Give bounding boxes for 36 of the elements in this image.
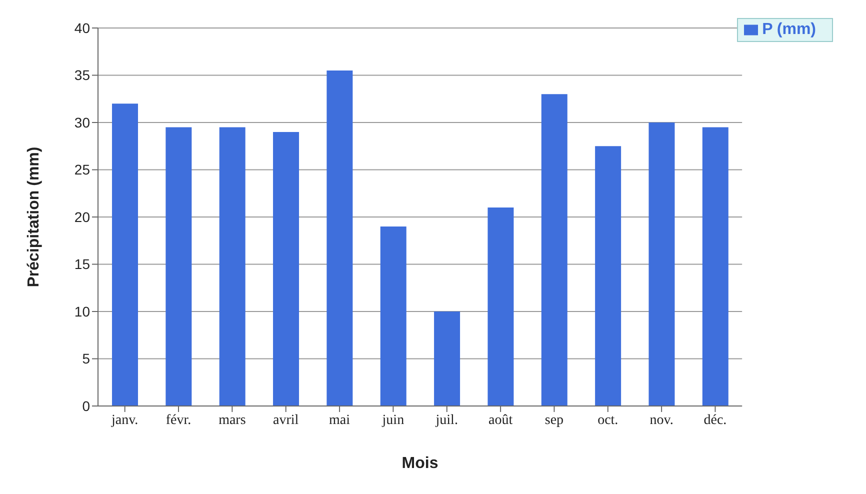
bar bbox=[595, 146, 622, 406]
bar bbox=[702, 127, 728, 406]
bar bbox=[488, 208, 514, 406]
y-tick-label: 10 bbox=[74, 303, 90, 320]
x-tick-label: août bbox=[488, 412, 513, 428]
y-tick-label: 0 bbox=[82, 398, 90, 414]
y-tick-label: 35 bbox=[74, 67, 90, 84]
y-axis-title: Précipitation (mm) bbox=[26, 146, 43, 288]
x-tick-label: nov. bbox=[650, 412, 674, 428]
bar bbox=[112, 104, 138, 406]
x-tick-label: févr. bbox=[166, 412, 192, 428]
legend-label: P (mm) bbox=[762, 21, 816, 38]
x-tick-label: oct. bbox=[598, 412, 618, 428]
bar bbox=[273, 132, 300, 406]
y-tick-label: 25 bbox=[74, 162, 90, 178]
bar bbox=[219, 127, 246, 406]
x-tick-label: juin bbox=[381, 412, 404, 428]
x-tick-label: mai bbox=[329, 412, 350, 428]
bar bbox=[541, 94, 568, 406]
x-tick-label: juil. bbox=[434, 412, 458, 428]
y-tick-label: 40 bbox=[74, 20, 90, 36]
bar bbox=[326, 70, 353, 406]
bar bbox=[434, 312, 460, 406]
bar bbox=[380, 226, 406, 406]
bar bbox=[648, 122, 675, 406]
y-tick-label: 5 bbox=[82, 350, 90, 367]
y-tick-label: 20 bbox=[74, 208, 90, 225]
x-axis-title: Mois bbox=[402, 455, 438, 472]
x-tick-label: déc. bbox=[704, 412, 727, 428]
bar bbox=[166, 127, 192, 406]
x-tick-label: janv. bbox=[110, 412, 138, 428]
x-tick-label: mars bbox=[218, 412, 246, 428]
x-tick-label: sep bbox=[544, 412, 564, 428]
y-tick-label: 30 bbox=[74, 114, 90, 130]
x-tick-label: avril bbox=[273, 412, 299, 428]
y-tick-label: 15 bbox=[74, 256, 90, 272]
